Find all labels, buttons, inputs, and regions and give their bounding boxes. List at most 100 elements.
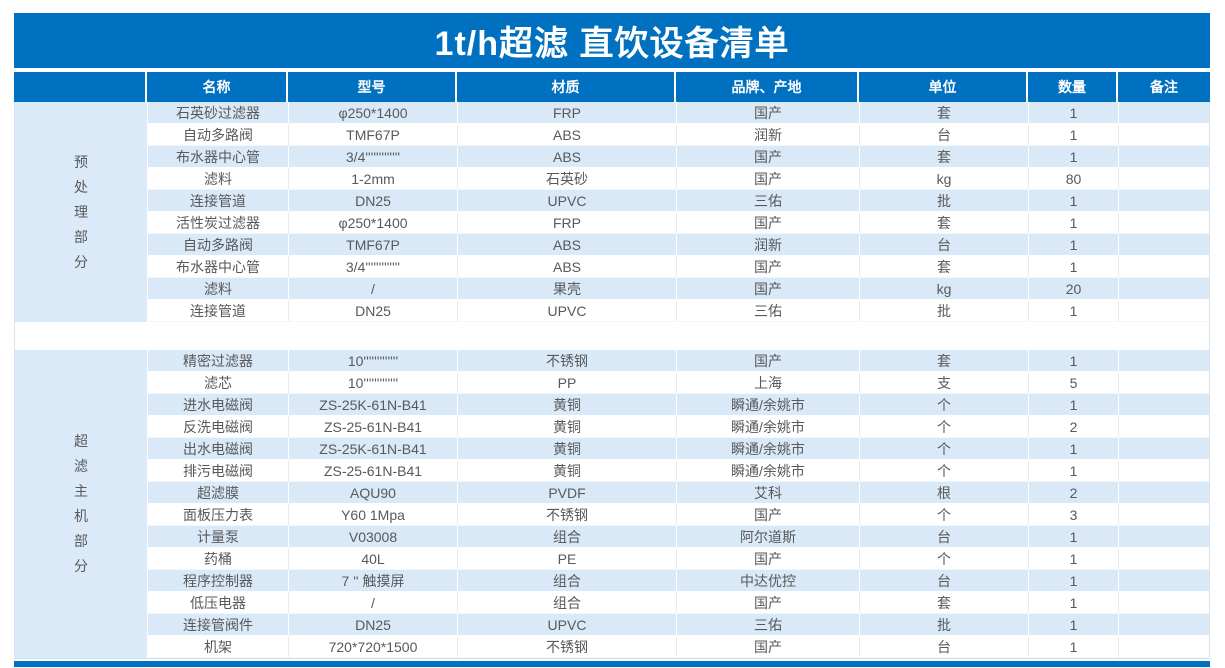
table-row: 自动多路阀 TMF67P ABS 润新台 1 [148,234,1209,256]
table-cell: 布水器中心管 [148,256,289,278]
group-label-char: 主 [74,483,88,499]
table-cell: ABS [458,146,677,168]
table-cell: 1 [1029,526,1119,548]
table-cell [1119,146,1209,168]
bottom-accent-bar [14,661,1210,667]
table-cell: 3 [1029,504,1119,526]
table-cell: 国产 [677,212,860,234]
table-cell [1119,278,1209,300]
table-cell: 套 [860,256,1029,278]
table-cell: 支 [860,372,1029,394]
table-row: 滤料 1-2mm 石英砂 国产 kg 80 [148,168,1209,190]
group-label-char: 分 [74,558,88,574]
table-cell: 中达优控 [677,570,860,592]
page-title: 1t/h超滤 直饮设备清单 [434,25,790,63]
table-row: 滤料 / 果壳 国产 kg 20 [148,278,1209,300]
table-cell: 机架 [148,636,289,658]
table-row: 反洗电磁阀 ZS-25-61N-B41 黄铜 瞬通/余姚市个 2 [148,416,1209,438]
table-row: 程序控制器 7 '' 触摸屏 组合 中达优控台 1 [148,570,1209,592]
table-cell [1119,300,1209,322]
table-cell: 计量泵 [148,526,289,548]
table-cell: 连接管道 [148,190,289,212]
table-cell [1119,234,1209,256]
table-cell: 台 [860,124,1029,146]
table-row: 排污电磁阀 ZS-25-61N-B41 黄铜 瞬通/余姚市个 1 [148,460,1209,482]
table-cell: 连接管阀件 [148,614,289,636]
table-cell: 自动多路阀 [148,124,289,146]
table-cell: kg [860,168,1029,190]
table-cell: 个 [860,548,1029,570]
table-cell: 个 [860,394,1029,416]
table-cell: ABS [458,124,677,146]
table-cell: 1 [1029,124,1119,146]
table-cell: 瞬通/余姚市 [677,394,860,416]
table-cell: DN25 [289,300,458,322]
table-cell: / [289,592,458,614]
table-cell [1119,504,1209,526]
table-cell: 根 [860,482,1029,504]
table-cell: 滤料 [148,278,289,300]
table-row: 滤芯 10''''''''''''' PP 上海支 5 [148,372,1209,394]
table-cell: 面板压力表 [148,504,289,526]
table-row: 机架 720*720*1500 不锈钢 国产台 1 [148,636,1209,658]
table-cell: 果壳 [458,278,677,300]
table-cell: AQU90 [289,482,458,504]
table-cell [1119,592,1209,614]
table-cell: 润新 [677,234,860,256]
table-cell [1119,190,1209,212]
table-cell: 1 [1029,146,1119,168]
table-cell: 个 [860,438,1029,460]
table-cell: 黄铜 [458,460,677,482]
table-cell: 批 [860,190,1029,212]
column-header-brand-origin: 品牌、产地 [676,72,859,102]
table-cell: 套 [860,102,1029,124]
table-row: 连接管阀件 DN25 UPVC 三佑批 1 [148,614,1209,636]
table-cell: Y60 1Mpa [289,504,458,526]
group-label-char: 预 [74,153,88,170]
table-cell: 1 [1029,350,1119,372]
table-row: 超滤膜 AQU90 PVDF 艾科根 2 [148,482,1209,504]
table-cell: 国产 [677,504,860,526]
section-rows: 精密过滤器 10''''''''''''' 不锈钢 国产套 1 滤芯 10'''''''''… [148,350,1209,658]
table-cell: 1 [1029,614,1119,636]
table-cell: TMF67P [289,234,458,256]
title-bar: 1t/h超滤 直饮设备清单 [14,13,1210,68]
table-cell: ZS-25K-61N-B41 [289,438,458,460]
table-cell: PVDF [458,482,677,504]
table-cell: 套 [860,212,1029,234]
table-cell: 滤料 [148,168,289,190]
table-cell: 1 [1029,548,1119,570]
table-cell: 排污电磁阀 [148,460,289,482]
column-header-unit: 单位 [859,72,1028,102]
column-header-quantity: 数量 [1028,72,1118,102]
table-cell [1119,636,1209,658]
table-cell: 黄铜 [458,394,677,416]
table-cell: V03008 [289,526,458,548]
table-cell: 自动多路阀 [148,234,289,256]
table-cell: 1 [1029,592,1119,614]
table-cell: 国产 [677,256,860,278]
table-cell [1119,526,1209,548]
table-cell: 上海 [677,372,860,394]
table-row: 进水电磁阀 ZS-25K-61N-B41 黄铜 瞬通/余姚市个 1 [148,394,1209,416]
table-cell [1119,416,1209,438]
table-cell: 润新 [677,124,860,146]
table-row: 计量泵 V03008 组合 阿尔道斯台 1 [148,526,1209,548]
table-cell: ZS-25-61N-B41 [289,416,458,438]
table-row: 连接管道 DN25 UPVC 三佑批 1 [148,190,1209,212]
table-cell: 三佑 [677,300,860,322]
table-cell: 连接管道 [148,300,289,322]
table-cell: 40L [289,548,458,570]
table-cell: 程序控制器 [148,570,289,592]
title-divider [14,68,1210,72]
table-cell: 国产 [677,350,860,372]
table-cell: 20 [1029,278,1119,300]
group-label-char: 分 [74,253,88,270]
table-row: 活性炭过滤器 φ250*1400 FRP 国产套 1 [148,212,1209,234]
table-cell: φ250*1400 [289,102,458,124]
section-rows: 石英砂过滤器 φ250*1400 FRP 国产套 1 自动多路阀 TMF67P ABS 润新台 1… [148,102,1209,322]
group-label-char: 超 [74,433,88,449]
table-cell: 不锈钢 [458,350,677,372]
equipment-table: 1t/h超滤 直饮设备清单 名称 型号 材质 品牌、产地 单位 数量 备注 预处… [14,13,1210,667]
